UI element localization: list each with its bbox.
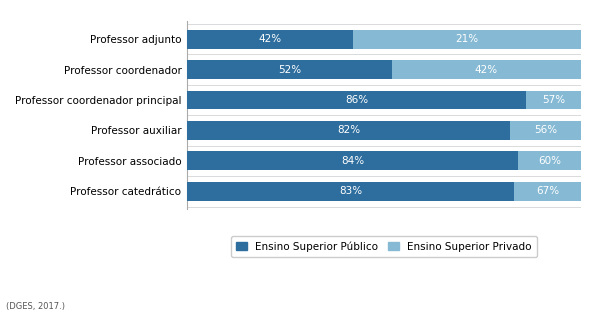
Text: 86%: 86% (345, 95, 368, 105)
Text: 84%: 84% (341, 156, 364, 166)
Bar (187, 30, 352, 49)
Bar (187, 182, 514, 201)
Text: 52%: 52% (278, 65, 301, 75)
Text: 21%: 21% (455, 34, 479, 44)
Text: 56%: 56% (534, 125, 557, 136)
Legend: Ensino Superior Público, Ensino Superior Privado: Ensino Superior Público, Ensino Superior… (231, 236, 537, 257)
Text: 57%: 57% (542, 95, 565, 105)
Bar (392, 60, 581, 79)
Text: 42%: 42% (475, 65, 498, 75)
Bar (187, 60, 392, 79)
Text: 67%: 67% (536, 186, 559, 196)
Bar (187, 151, 518, 170)
Bar (187, 121, 510, 140)
Bar (518, 151, 581, 170)
Bar (514, 182, 581, 201)
Bar (352, 30, 581, 49)
Bar (187, 91, 526, 109)
Text: 60%: 60% (538, 156, 561, 166)
Text: 42%: 42% (258, 34, 281, 44)
Text: (DGES, 2017.): (DGES, 2017.) (6, 302, 65, 311)
Text: 82%: 82% (337, 125, 360, 136)
Text: 83%: 83% (339, 186, 362, 196)
Bar (526, 91, 581, 109)
Bar (510, 121, 581, 140)
